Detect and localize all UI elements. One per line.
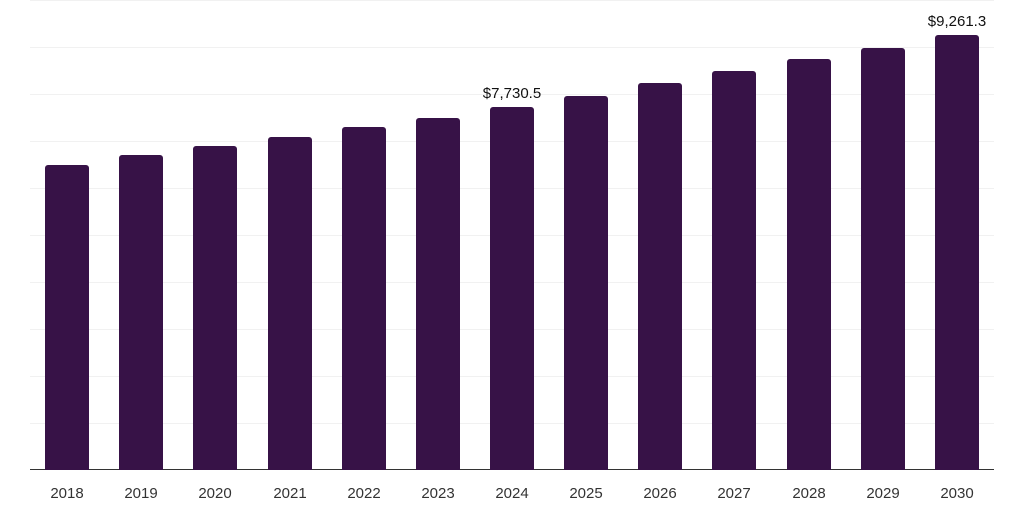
- bar-2029[interactable]: [861, 48, 905, 470]
- bar-2018[interactable]: [45, 165, 89, 470]
- x-tick-label: 2029: [866, 485, 900, 502]
- bar-2023[interactable]: [416, 118, 460, 470]
- x-tick-label: 2022: [347, 485, 381, 502]
- bar-2025[interactable]: [564, 96, 608, 470]
- x-tick-label: 2025: [569, 485, 603, 502]
- bar-2024[interactable]: [490, 107, 534, 470]
- x-tick-label: 2018: [50, 485, 84, 502]
- x-tick-label: 2023: [421, 485, 455, 502]
- bar-2030[interactable]: [935, 35, 979, 470]
- gridline: [30, 94, 994, 95]
- bar-2021[interactable]: [268, 137, 312, 470]
- gridline: [30, 47, 994, 48]
- x-tick-label: 2021: [273, 485, 307, 502]
- x-tick-label: 2028: [792, 485, 826, 502]
- x-tick-label: 2024: [495, 485, 529, 502]
- bar-2022[interactable]: [342, 127, 386, 470]
- data-label: $9,261.3: [927, 13, 987, 30]
- bar-2026[interactable]: [638, 83, 682, 470]
- x-tick-label: 2030: [940, 485, 974, 502]
- x-tick-label: 2027: [717, 485, 751, 502]
- data-label: $7,730.5: [482, 85, 542, 102]
- gridline: [30, 0, 994, 1]
- x-tick-label: 2019: [124, 485, 158, 502]
- bar-2028[interactable]: [787, 59, 831, 470]
- bar-2027[interactable]: [712, 71, 756, 470]
- bar-2019[interactable]: [119, 155, 163, 470]
- x-tick-label: 2026: [643, 485, 677, 502]
- x-tick-label: 2020: [198, 485, 232, 502]
- bar-2020[interactable]: [193, 146, 237, 470]
